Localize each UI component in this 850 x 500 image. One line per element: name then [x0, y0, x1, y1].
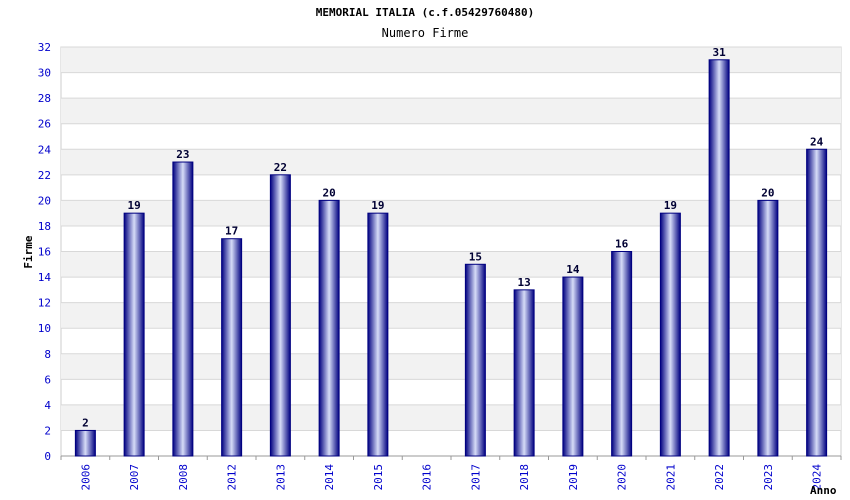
x-tick-label: 2007	[128, 464, 141, 491]
bar	[221, 238, 243, 457]
x-tick-label: 2006	[79, 464, 92, 491]
y-axis-title: Firme	[22, 235, 35, 268]
chart-title: MEMORIAL ITALIA (c.f.05429760480)	[315, 6, 535, 19]
y-tick-label: 18	[38, 220, 51, 233]
bar	[562, 276, 584, 457]
data-label: 19	[664, 199, 677, 212]
x-axis-title: Anno	[810, 484, 837, 497]
bar	[318, 199, 340, 457]
data-label: 13	[518, 276, 531, 289]
bar	[269, 174, 291, 457]
y-tick-label: 8	[44, 348, 51, 361]
bar	[757, 199, 779, 457]
bar	[172, 161, 194, 457]
x-tick-label: 2024	[811, 464, 824, 491]
data-label: 23	[176, 148, 189, 161]
y-tick-label: 20	[38, 194, 51, 207]
data-label: 19	[128, 199, 141, 212]
bar	[708, 59, 730, 457]
bar	[806, 148, 828, 457]
x-tick-label: 2019	[567, 464, 580, 491]
x-tick-labels: 2006 2007 2008 2012 2013 2014 2015 2016 2017 2018…	[79, 464, 823, 491]
y-tick-label: 4	[44, 399, 51, 412]
y-tick-label: 14	[38, 271, 52, 284]
data-label: 16	[615, 238, 629, 251]
y-tick-label: 10	[38, 322, 51, 335]
y-tick-label: 12	[38, 297, 51, 310]
bar	[611, 251, 633, 457]
data-label: 15	[469, 250, 482, 263]
x-tick-label: 2017	[469, 464, 482, 491]
y-tick-label: 22	[38, 169, 51, 182]
y-tick-label: 32	[38, 41, 51, 54]
data-labels-group: 2 19 23 17 22 20 19 15 13 14 16 19 31 20 24	[82, 46, 824, 430]
bar	[659, 212, 681, 457]
data-label: 20	[323, 186, 336, 199]
y-tick-label: 0	[44, 450, 51, 463]
x-tick-label: 2014	[323, 464, 336, 491]
x-tick-label: 2015	[372, 464, 385, 491]
x-tick-label: 2018	[518, 464, 531, 491]
data-label: 19	[371, 199, 384, 212]
bar	[464, 263, 486, 457]
x-tick-label: 2020	[616, 464, 629, 491]
x-tick-label: 2008	[177, 464, 190, 491]
y-tick-label: 28	[38, 92, 51, 105]
x-tick-label: 2021	[664, 464, 677, 491]
data-label: 17	[225, 225, 238, 238]
y-tick-label: 30	[38, 67, 51, 80]
y-tick-label: 24	[38, 143, 52, 156]
x-tick-label: 2022	[713, 464, 726, 491]
data-label: 14	[566, 263, 580, 276]
y-tick-label: 6	[44, 373, 51, 386]
bar	[367, 212, 389, 457]
bar	[123, 212, 145, 457]
data-label: 22	[274, 161, 287, 174]
bar	[513, 289, 535, 457]
data-label: 20	[761, 186, 774, 199]
x-tick-label: 2012	[226, 464, 239, 491]
chart-subtitle: Numero Firme	[381, 26, 469, 40]
data-label: 24	[810, 135, 824, 148]
x-tick-label: 2023	[762, 464, 775, 491]
data-label: 2	[82, 416, 89, 429]
bars-group	[74, 59, 828, 457]
x-tick-label: 2016	[421, 464, 434, 491]
bar	[74, 429, 96, 457]
y-tick-label: 2	[44, 424, 51, 437]
x-tick-label: 2013	[274, 464, 287, 491]
data-label: 31	[713, 46, 727, 59]
y-tick-label: 26	[38, 118, 51, 131]
y-tick-label: 16	[38, 246, 51, 259]
